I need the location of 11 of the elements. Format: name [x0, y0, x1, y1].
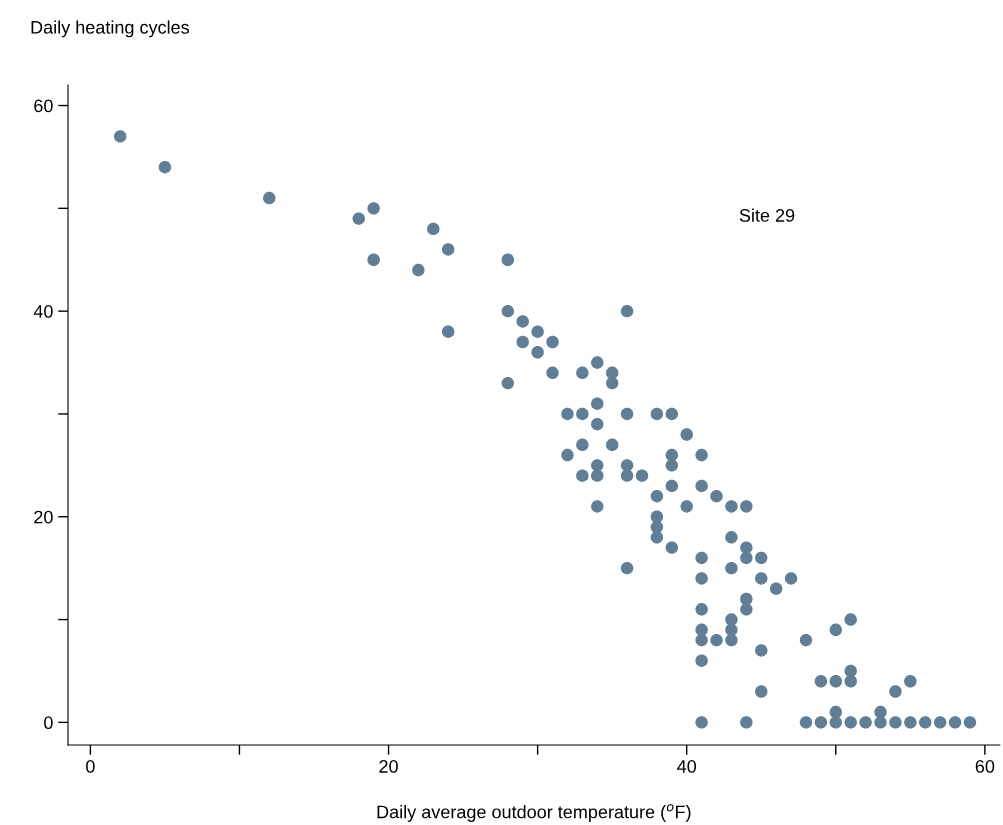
y-tick-label: 0 — [44, 716, 53, 730]
x-tick-label: 60 — [975, 760, 995, 773]
y-tick-label: 20 — [34, 510, 53, 524]
y-axis-title: Daily heating cycles — [31, 20, 189, 38]
x-tick-label: 40 — [677, 760, 697, 773]
x-axis-title: Daily average outdoor temperature ($^{o}$F) — [377, 804, 691, 822]
y-tick-label: 40 — [33, 305, 53, 318]
x-tick-label: 0 — [86, 760, 95, 773]
annotation: Site 29 — [739, 208, 795, 222]
y-tick-label: 60 — [34, 99, 53, 113]
x-tick-label: 20 — [379, 760, 398, 773]
